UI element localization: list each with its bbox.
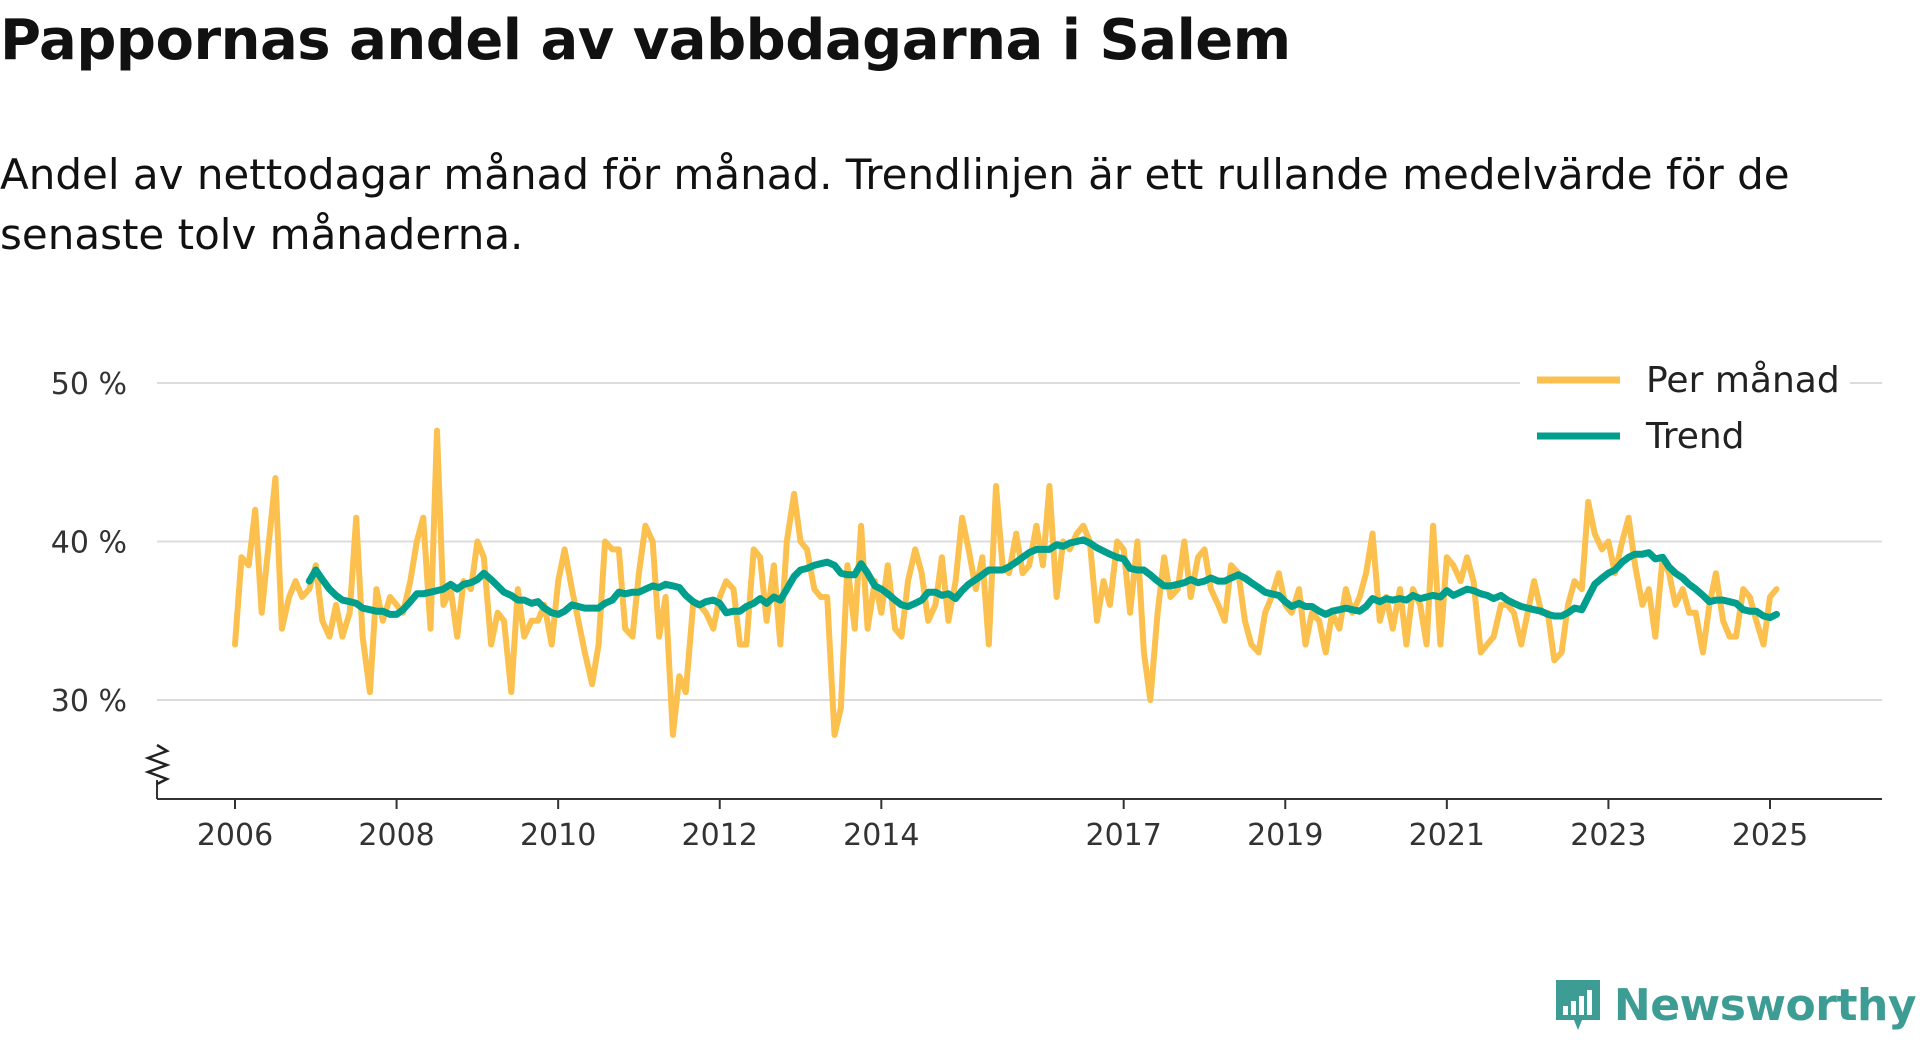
- chart-title: Pappornas andel av vabbdagarna i Salem: [0, 8, 1291, 73]
- brand-logo: Newsworthy: [1552, 976, 1917, 1034]
- x-tick-label: 2010: [520, 818, 596, 853]
- y-tick-label: 30 %: [51, 684, 127, 719]
- y-tick-label: 50 %: [51, 367, 127, 402]
- x-tick-label: 2021: [1409, 818, 1485, 853]
- x-tick-label: 2017: [1086, 818, 1162, 853]
- y-axis-ticks: 30 % 40 % 50 %: [51, 367, 127, 719]
- x-tick-label: 2014: [843, 818, 919, 853]
- series-lines: [232, 427, 1780, 738]
- x-tick-label: 2012: [682, 818, 758, 853]
- x-tick-label: 2025: [1732, 818, 1808, 853]
- brand-name: Newsworthy: [1613, 979, 1917, 1031]
- legend-label-per-manad: Per månad: [1646, 360, 1840, 401]
- x-tick-label: 2023: [1570, 818, 1646, 853]
- newsworthy-logo-icon: [1555, 980, 1600, 1030]
- chart-subtitle: Andel av nettodagar månad för månad. Tre…: [0, 150, 1790, 259]
- series-line-trend: [305, 536, 1780, 622]
- legend: Per månad Trend: [1520, 358, 1850, 478]
- x-tick-label: 2019: [1247, 818, 1323, 853]
- x-tick-label: 2008: [358, 818, 434, 853]
- line-chart: 30 % 40 % 50 % 2006 2008 2010 2012 2014 2017 201…: [51, 358, 1882, 853]
- x-axis: [144, 743, 1882, 800]
- axis-break-icon: [144, 743, 171, 786]
- y-tick-label: 40 %: [51, 526, 127, 561]
- x-axis-ticks: 2006 2008 2010 2012 2014 2017 2019 2021 2023 2025: [197, 799, 1808, 853]
- legend-label-trend: Trend: [1645, 416, 1745, 457]
- x-tick-label: 2006: [197, 818, 273, 853]
